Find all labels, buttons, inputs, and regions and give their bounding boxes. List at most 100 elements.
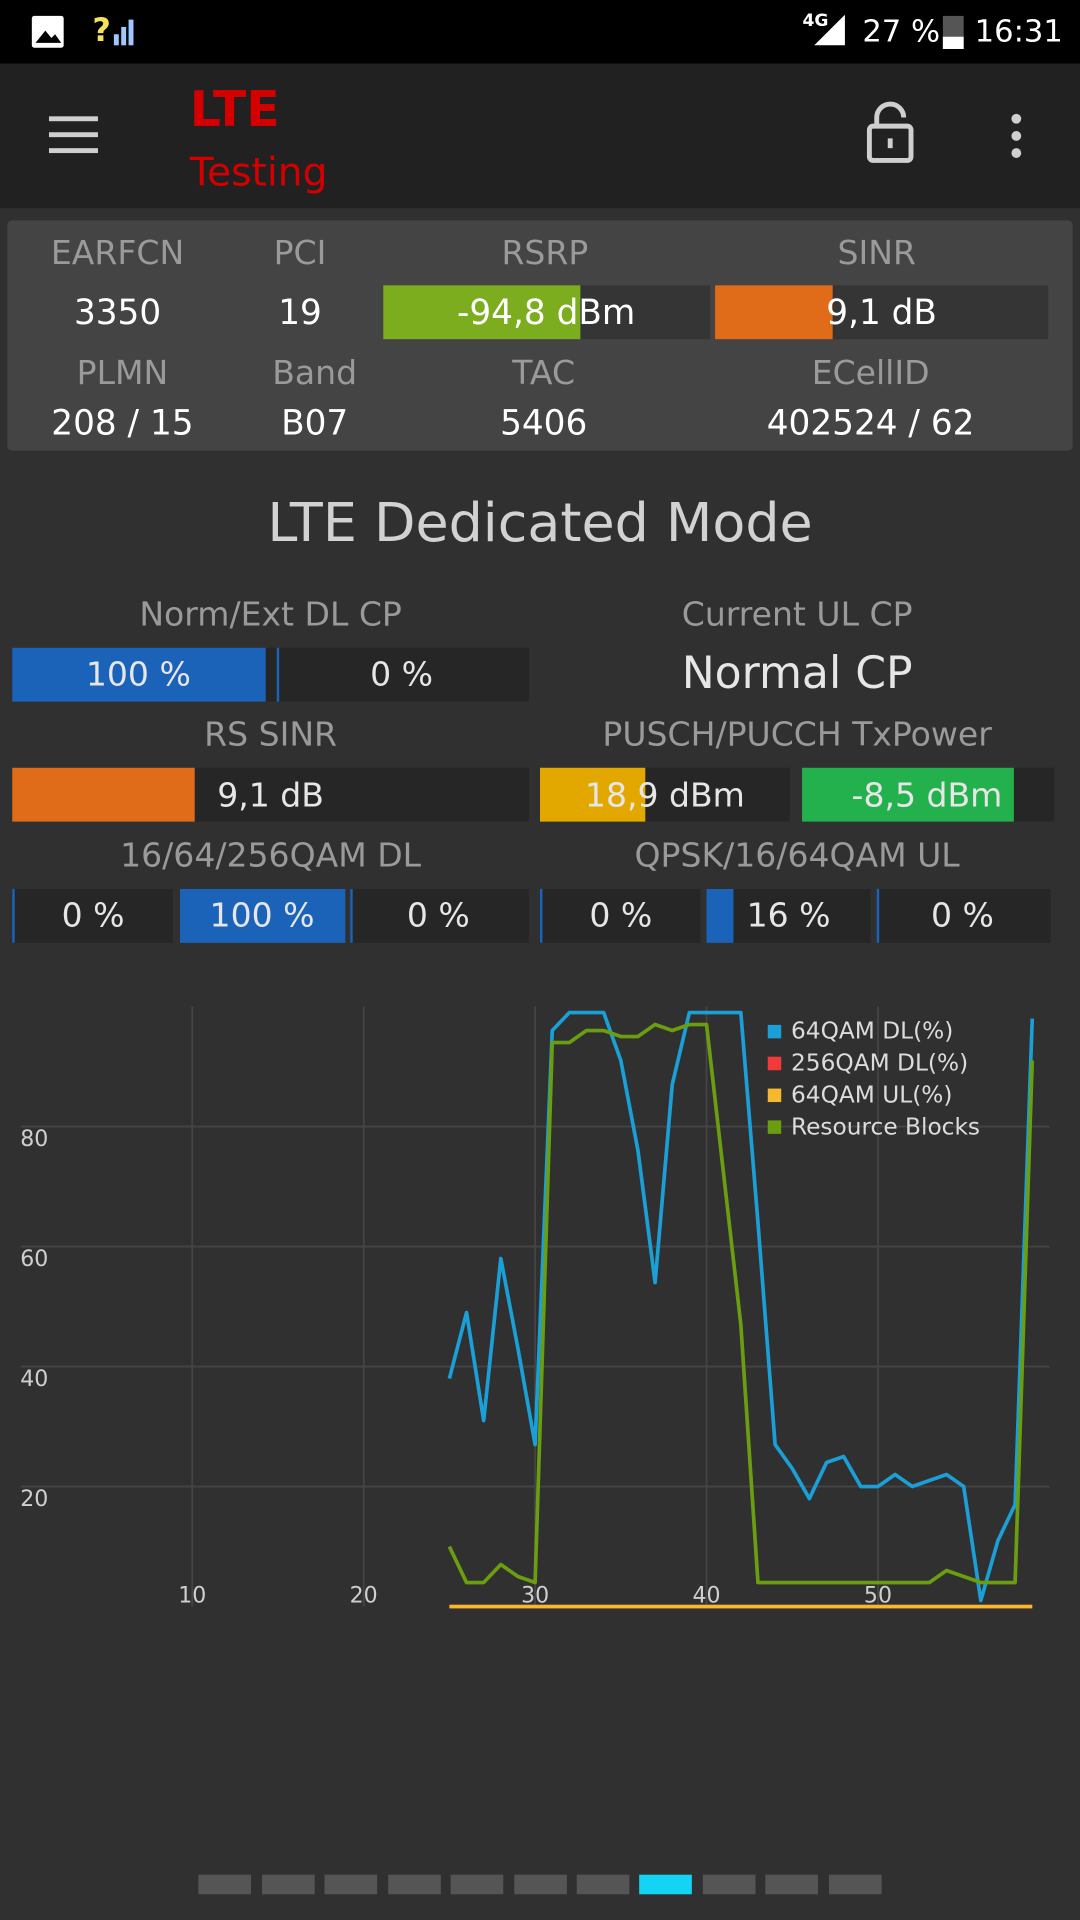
cell-value: 100 % [86,654,191,693]
label: SINR [838,233,916,272]
cell-bg [12,888,173,943]
page-dot[interactable] [702,1874,756,1895]
label: TAC [511,353,575,392]
x-tick-label: 20 [350,1584,378,1609]
label: PLMN [77,353,169,392]
cell-fill [276,647,280,702]
cell-value: 18,9 dBm [585,776,745,815]
page-dot[interactable] [388,1874,441,1895]
page-dot[interactable] [576,1874,630,1895]
cell-fill [12,767,195,822]
section-title: LTE Dedicated Mode [267,491,812,554]
value: -94,8 dBm [457,293,635,333]
cell-value: -8,5 dBm [852,776,1003,815]
legend-swatch [767,1024,782,1039]
legend-swatch [767,1056,782,1071]
page-dot[interactable] [324,1874,378,1895]
label: RSRP [501,233,588,272]
value: 402524 / 62 [767,403,975,443]
sim-status: ? [92,11,110,49]
battery-level [942,36,964,49]
cell-value: 0 % [931,896,994,935]
x-tick-label: 30 [521,1584,549,1609]
app-bar [0,63,1080,209]
label: ECellID [812,353,930,392]
cell-bg [540,888,701,943]
rsrp-fill [383,285,581,340]
cell-fill [12,647,266,702]
cell-fill [540,888,543,943]
page-dot[interactable] [828,1874,882,1895]
battery-percent: 27 % [862,15,940,50]
cell-fill [350,888,353,943]
value: B07 [281,403,348,443]
cell-fill [540,767,646,822]
cell-fill [706,888,734,943]
value: 208 / 15 [51,403,193,443]
page-dot-active[interactable] [639,1874,692,1895]
legend-label: 64QAM UL(%) [791,1081,952,1108]
label: PCI [274,233,327,272]
cell-value: 0 % [407,896,470,935]
cell-value: 0 % [370,654,433,693]
page-dot[interactable] [514,1874,567,1895]
x-tick-label: 10 [178,1584,206,1609]
value: 3350 [74,293,161,333]
label: RS SINR [204,714,337,753]
chart: 20 40 60 80 10 20 30 40 50 64QAM DL(%) 256QAM DL(%… [20,1006,1050,1609]
image-icon-glyph [35,30,62,43]
legend-label: Resource Blocks [791,1113,980,1140]
cell-value: 0 % [62,896,125,935]
y-tick-label: 40 [20,1367,48,1392]
value: 9,1 dB [826,293,937,333]
cell-fill [876,888,880,943]
legend-label: 256QAM DL(%) [791,1050,968,1077]
cell-value: 100 % [210,896,315,935]
ul-cp-value: Normal CP [682,648,913,699]
x-tick-label: 50 [864,1584,892,1609]
label: Norm/Ext DL CP [139,594,402,633]
sinr-fill [715,285,833,340]
y-tick-label: 60 [20,1247,48,1272]
cell-fill [12,888,15,943]
lock-button[interactable] [866,101,914,163]
legend-label: 64QAM DL(%) [791,1018,953,1045]
cell-value: 16 % [747,896,831,935]
value: 5406 [500,403,587,443]
status-bar [0,0,1080,64]
value: 19 [278,293,322,333]
cell-fill [180,888,346,943]
y-tick-label: 80 [20,1127,48,1152]
app-title: LTE [190,81,280,138]
cell-fill [802,767,1014,822]
x-tick-label: 40 [693,1584,721,1609]
menu-button[interactable] [48,116,98,154]
image-icon [31,15,64,48]
page-dot[interactable] [765,1874,818,1895]
label: PUSCH/PUCCH TxPower [602,714,992,753]
label: 16/64/256QAM DL [120,836,422,875]
label: Band [272,353,357,392]
clock: 16:31 [975,15,1063,50]
cell-value: 0 % [589,896,652,935]
network-type: 4G [803,11,829,31]
page-dot[interactable] [198,1874,252,1895]
overflow-menu[interactable] [1011,113,1022,158]
signal-icon [113,19,134,46]
legend-swatch [767,1120,782,1134]
cell-bg [876,888,1051,943]
y-tick-label: 20 [20,1487,48,1512]
page-indicator [198,1874,882,1895]
series-line [447,1022,1035,1585]
cell-value: 9,1 dB [217,776,324,815]
app-subtitle: Testing [189,151,328,196]
label: Current UL CP [682,594,913,633]
cell-bg [706,888,871,943]
label: QPSK/16/64QAM UL [635,836,961,875]
page-dot[interactable] [262,1874,315,1895]
page-dot[interactable] [450,1874,504,1895]
label: EARFCN [51,233,184,272]
legend-swatch [767,1088,782,1103]
